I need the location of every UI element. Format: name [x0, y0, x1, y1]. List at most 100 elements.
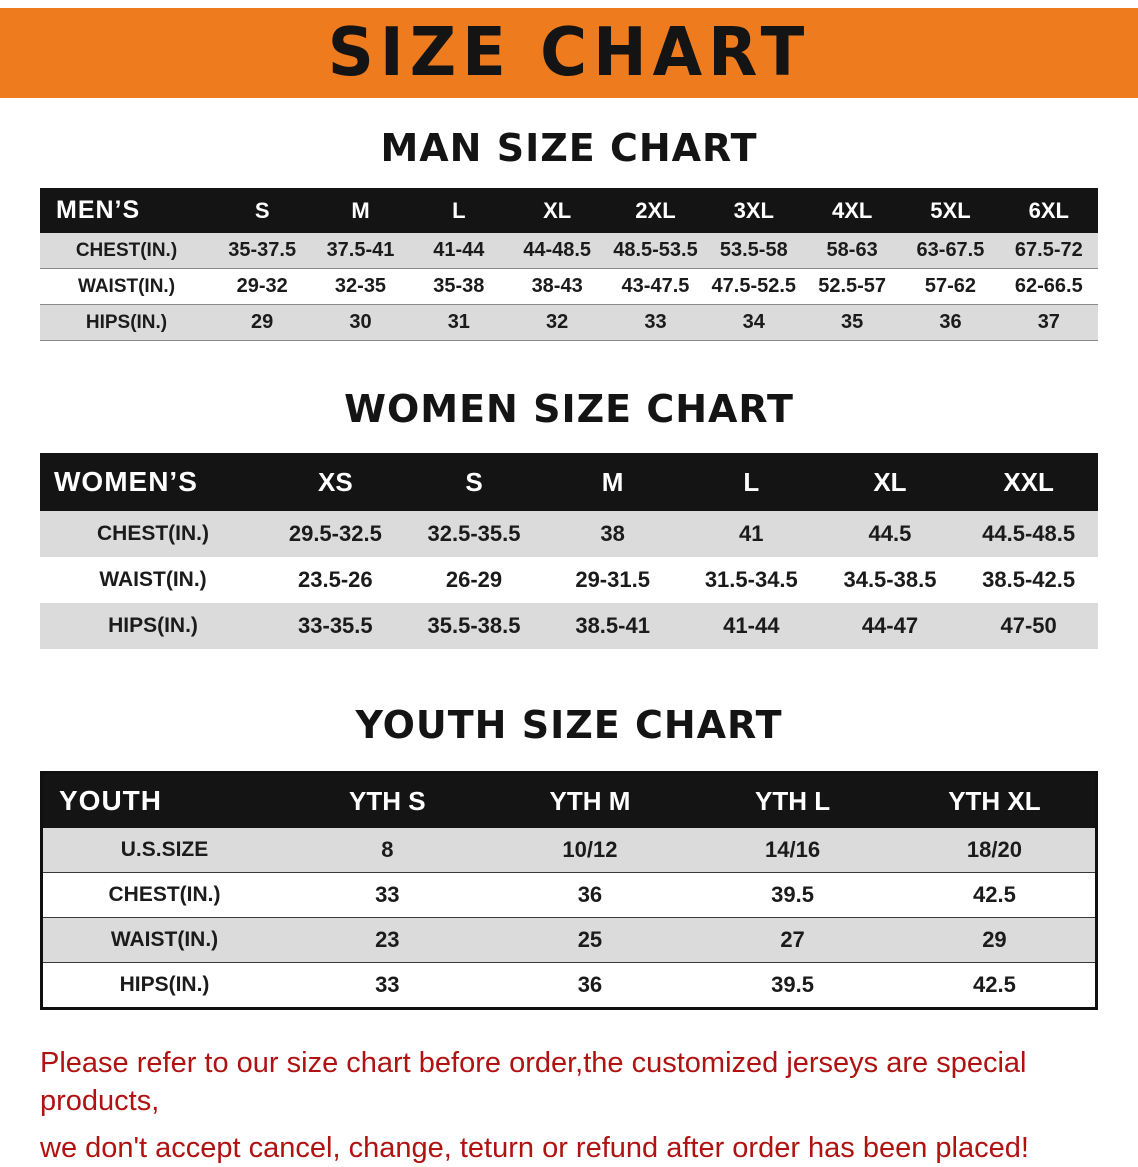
value-cell: 44.5-48.5 — [959, 511, 1098, 557]
size-header-cell: YTH M — [488, 772, 692, 828]
table-title-cell: WOMEN’S — [40, 453, 266, 511]
youth-section-heading: YOUTH SIZE CHART — [355, 703, 783, 747]
value-cell: 42.5 — [893, 872, 1097, 918]
youth-size-section: YOUTH SIZE CHART YOUTH YTH S YTH M YTH L YTH… — [0, 703, 1138, 1010]
value-cell: 27 — [691, 917, 894, 963]
row-label-cell: CHEST(IN.) — [40, 511, 266, 557]
disclaimer-line-2: we don't accept cancel, change, teturn o… — [40, 1131, 1029, 1164]
man-section-heading: MAN SIZE CHART — [380, 126, 758, 170]
value-cell: 34.5-38.5 — [820, 557, 960, 603]
size-header-cell: L — [409, 188, 508, 233]
value-cell: 29-32 — [213, 268, 312, 305]
value-cell: 34 — [704, 304, 803, 341]
value-cell: 41-44 — [409, 233, 508, 269]
value-cell: 23 — [286, 917, 489, 963]
value-cell: 44-47 — [820, 603, 960, 649]
table-row: CHEST(IN.) 29.5-32.5 32.5-35.5 38 41 44.5 44.5… — [40, 511, 1098, 557]
value-cell: 39.5 — [691, 962, 894, 1009]
youth-size-table: YOUTH YTH S YTH M YTH L YTH XL U.S.SIZE 8 10/12… — [40, 771, 1098, 1010]
size-header-cell: XL — [820, 453, 960, 511]
row-label-cell: HIPS(IN.) — [41, 962, 286, 1009]
value-cell: 32 — [507, 304, 607, 341]
value-cell: 47-50 — [959, 603, 1098, 649]
row-label-cell: CHEST(IN.) — [41, 872, 286, 918]
value-cell: 31 — [409, 304, 508, 341]
value-cell: 44-48.5 — [507, 233, 607, 269]
value-cell: 35.5-38.5 — [404, 603, 544, 649]
row-label-cell: HIPS(IN.) — [40, 603, 266, 649]
value-cell: 37.5-41 — [311, 233, 410, 269]
value-cell: 38.5-42.5 — [959, 557, 1098, 603]
value-cell: 8 — [286, 828, 489, 873]
value-cell: 53.5-58 — [704, 233, 803, 269]
value-cell: 35 — [802, 304, 902, 341]
value-cell: 39.5 — [691, 872, 894, 918]
size-header-cell: L — [681, 453, 821, 511]
table-row: WAIST(IN.) 23.5-26 26-29 29-31.5 31.5-34.5 34… — [40, 557, 1098, 603]
size-header-cell: M — [311, 188, 410, 233]
row-label-cell: U.S.SIZE — [41, 828, 286, 873]
table-title-cell: MEN’S — [40, 188, 213, 233]
size-header-cell: XS — [266, 453, 405, 511]
value-cell: 42.5 — [893, 962, 1097, 1009]
row-label-cell: WAIST(IN.) — [40, 557, 266, 603]
size-header-cell: 6XL — [999, 188, 1098, 233]
value-cell: 26-29 — [404, 557, 544, 603]
value-cell: 33 — [286, 962, 489, 1009]
value-cell: 36 — [488, 872, 692, 918]
size-header-cell: XXL — [959, 453, 1098, 511]
value-cell: 44.5 — [820, 511, 960, 557]
man-size-section: MAN SIZE CHART MEN’S S M L XL 2XL 3XL 4XL 5XL 6XL… — [0, 126, 1138, 341]
table-row: CHEST(IN.) 33 36 39.5 42.5 — [41, 872, 1097, 918]
size-header-cell: 2XL — [606, 188, 705, 233]
value-cell: 38 — [543, 511, 682, 557]
table-row: U.S.SIZE 8 10/12 14/16 18/20 — [41, 828, 1097, 873]
row-label-cell: CHEST(IN.) — [40, 233, 213, 269]
title-banner: SIZE CHART — [0, 8, 1138, 98]
value-cell: 38-43 — [507, 268, 607, 305]
size-header-cell: YTH XL — [893, 772, 1097, 828]
value-cell: 10/12 — [488, 828, 692, 873]
women-section-heading: WOMEN SIZE CHART — [344, 387, 794, 431]
men-size-table: MEN’S S M L XL 2XL 3XL 4XL 5XL 6XL CHEST(IN.) 35-37… — [40, 188, 1098, 341]
value-cell: 36 — [901, 304, 1000, 341]
value-cell: 30 — [311, 304, 410, 341]
row-label-cell: WAIST(IN.) — [40, 268, 213, 305]
table-header-row: WOMEN’S XS S M L XL XXL — [40, 453, 1098, 511]
women-size-table: WOMEN’S XS S M L XL XXL CHEST(IN.) 29.5-32.5 32.5… — [40, 453, 1098, 649]
size-header-cell: 5XL — [901, 188, 1000, 233]
size-header-cell: XL — [507, 188, 607, 233]
value-cell: 62-66.5 — [999, 268, 1098, 305]
row-label-cell: HIPS(IN.) — [40, 304, 213, 341]
value-cell: 23.5-26 — [266, 557, 405, 603]
value-cell: 47.5-52.5 — [704, 268, 803, 305]
row-label-cell: WAIST(IN.) — [41, 917, 286, 963]
table-row: CHEST(IN.) 35-37.5 37.5-41 41-44 44-48.5 48.5… — [40, 233, 1098, 269]
value-cell: 33-35.5 — [266, 603, 405, 649]
table-row: HIPS(IN.) 33-35.5 35.5-38.5 38.5-41 41-44 44-… — [40, 603, 1098, 649]
value-cell: 35-37.5 — [213, 233, 312, 269]
value-cell: 29 — [213, 304, 312, 341]
value-cell: 57-62 — [901, 268, 1000, 305]
value-cell: 36 — [488, 962, 692, 1009]
value-cell: 35-38 — [409, 268, 508, 305]
table-row: HIPS(IN.) 29 30 31 32 33 34 35 36 37 — [40, 304, 1098, 341]
value-cell: 37 — [999, 304, 1098, 341]
size-header-cell: 3XL — [704, 188, 803, 233]
value-cell: 18/20 — [893, 828, 1097, 873]
table-header-row: YOUTH YTH S YTH M YTH L YTH XL — [41, 772, 1097, 828]
disclaimer: Please refer to our size chart before or… — [40, 1044, 1100, 1167]
value-cell: 29 — [893, 917, 1097, 963]
women-size-section: WOMEN SIZE CHART WOMEN’S XS S M L XL XXL CHEST(… — [0, 387, 1138, 649]
size-header-cell: M — [543, 453, 682, 511]
table-row: WAIST(IN.) 23 25 27 29 — [41, 917, 1097, 963]
value-cell: 29.5-32.5 — [266, 511, 405, 557]
value-cell: 31.5-34.5 — [681, 557, 821, 603]
value-cell: 32.5-35.5 — [404, 511, 544, 557]
size-header-cell: YTH S — [286, 772, 489, 828]
value-cell: 33 — [606, 304, 705, 341]
disclaimer-line-1: Please refer to our size chart before or… — [40, 1047, 1027, 1118]
table-header-row: MEN’S S M L XL 2XL 3XL 4XL 5XL 6XL — [40, 188, 1098, 233]
table-row: WAIST(IN.) 29-32 32-35 35-38 38-43 43-47.5 47.… — [40, 268, 1098, 305]
page-title: SIZE CHART — [327, 14, 811, 92]
